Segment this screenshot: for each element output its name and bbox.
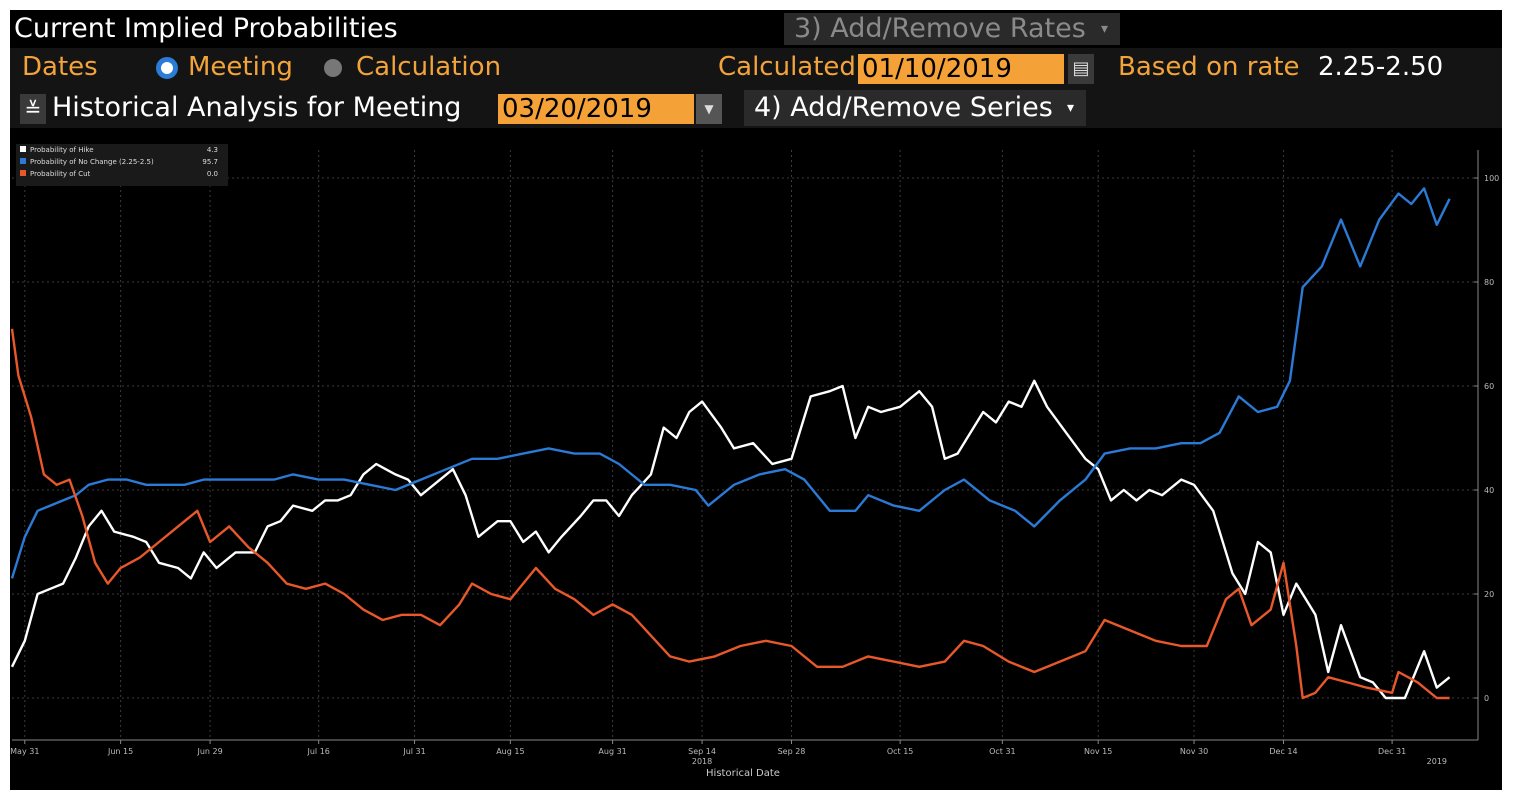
grid-lines xyxy=(12,150,1474,740)
legend-swatch xyxy=(20,158,26,164)
y-tick-label: 40 xyxy=(1484,486,1494,495)
calculated-label: Calculated xyxy=(718,52,856,82)
series-lines xyxy=(10,187,1451,700)
based-on-rate-value: 2.25-2.50 xyxy=(1318,52,1444,82)
x-tick-label: Jul 31 xyxy=(402,747,425,756)
year-label: 2019 xyxy=(1427,757,1447,766)
legend: Probability of Hike 4.3 Probability of No … xyxy=(16,144,228,186)
x-tick-label: Nov 30 xyxy=(1180,747,1208,756)
y-tick-label: 100 xyxy=(1484,174,1499,183)
year-label: 2018 xyxy=(692,757,712,766)
chevron-down-icon: ▾ xyxy=(1066,100,1074,116)
dates-label: Dates xyxy=(22,52,98,82)
meeting-radio[interactable] xyxy=(156,57,178,79)
legend-entry-value: 0.0 xyxy=(207,170,218,178)
historical-bar: ≚ Historical Analysis for Meeting 03/20/… xyxy=(10,88,1502,128)
x-tick-label: Sep 14 xyxy=(688,747,716,756)
x-tick-label: Jun 15 xyxy=(107,747,133,756)
y-tick-label: 0 xyxy=(1484,694,1489,703)
legend-entry-value: 4.3 xyxy=(207,146,218,154)
x-axis-title: Historical Date xyxy=(706,768,780,779)
x-tick-label: Jul 16 xyxy=(307,747,330,756)
x-tick-label: Oct 15 xyxy=(887,747,914,756)
y-tick-label: 20 xyxy=(1484,590,1494,599)
x-tick-label: Oct 31 xyxy=(989,747,1016,756)
x-tick-label: Aug 31 xyxy=(598,747,626,756)
add-remove-series-button[interactable]: 4) Add/Remove Series ▾ xyxy=(744,90,1086,126)
calculation-radio-label[interactable]: Calculation xyxy=(356,52,502,82)
x-tick-label: Jun 29 xyxy=(196,747,222,756)
add-remove-series-label: 4) Add/Remove Series xyxy=(754,92,1053,123)
add-remove-rates-button[interactable]: 3) Add/Remove Rates ▾ xyxy=(784,13,1120,45)
x-tick-label: Dec 14 xyxy=(1269,747,1297,756)
x-tick-label: Nov 15 xyxy=(1084,747,1112,756)
meeting-radio-label[interactable]: Meeting xyxy=(188,52,293,82)
legend-entry-label: Probability of Hike xyxy=(30,146,94,154)
x-tick-label: Dec 31 xyxy=(1378,747,1406,756)
historical-analysis-label: Historical Analysis for Meeting xyxy=(52,92,462,123)
calculation-radio[interactable] xyxy=(324,59,342,77)
calendar-icon[interactable]: ▤ xyxy=(1068,54,1094,84)
meeting-dropdown-icon[interactable]: ▼ xyxy=(696,94,722,124)
title-bar: Current Implied Probabilities 3) Add/Rem… xyxy=(10,10,1502,46)
x-tick-label: May 31 xyxy=(10,747,39,756)
series-line-1 xyxy=(10,187,1451,579)
axes: 0 20 40 60 80 100 May 31 Jun 15 Jun 29 Jul 16 Jul … xyxy=(10,150,1499,779)
chevron-down-icon: ▾ xyxy=(1100,21,1108,37)
x-tick-label: Aug 15 xyxy=(496,747,524,756)
series-line-2 xyxy=(10,328,1450,700)
series-line-0 xyxy=(10,379,1451,700)
options-bar: Dates Meeting Calculation Calculated 01/… xyxy=(10,48,1502,88)
based-on-rate-label: Based on rate xyxy=(1118,52,1300,82)
legend-swatch xyxy=(20,146,26,152)
page-title: Current Implied Probabilities xyxy=(14,13,398,44)
legend-box xyxy=(16,144,228,186)
legend-entry-label: Probability of Cut xyxy=(30,170,91,178)
calculated-date-field[interactable]: 01/10/2019 xyxy=(858,54,1064,84)
legend-swatch xyxy=(20,170,26,176)
probability-chart: 0 20 40 60 80 100 May 31 Jun 15 Jun 29 Jul 16 Jul … xyxy=(10,144,1499,779)
y-tick-label: 60 xyxy=(1484,382,1494,391)
collapse-chevron-icon[interactable]: ≚ xyxy=(20,94,46,124)
add-remove-rates-label: 3) Add/Remove Rates xyxy=(794,13,1086,44)
terminal-window: Current Implied Probabilities 3) Add/Rem… xyxy=(10,10,1502,790)
legend-entry-label: Probability of No Change (2.25-2.5) xyxy=(30,158,154,166)
y-tick-label: 80 xyxy=(1484,278,1494,287)
legend-entry-value: 95.7 xyxy=(202,158,218,166)
x-tick-label: Sep 28 xyxy=(778,747,806,756)
meeting-date-field[interactable]: 03/20/2019 xyxy=(498,94,694,124)
